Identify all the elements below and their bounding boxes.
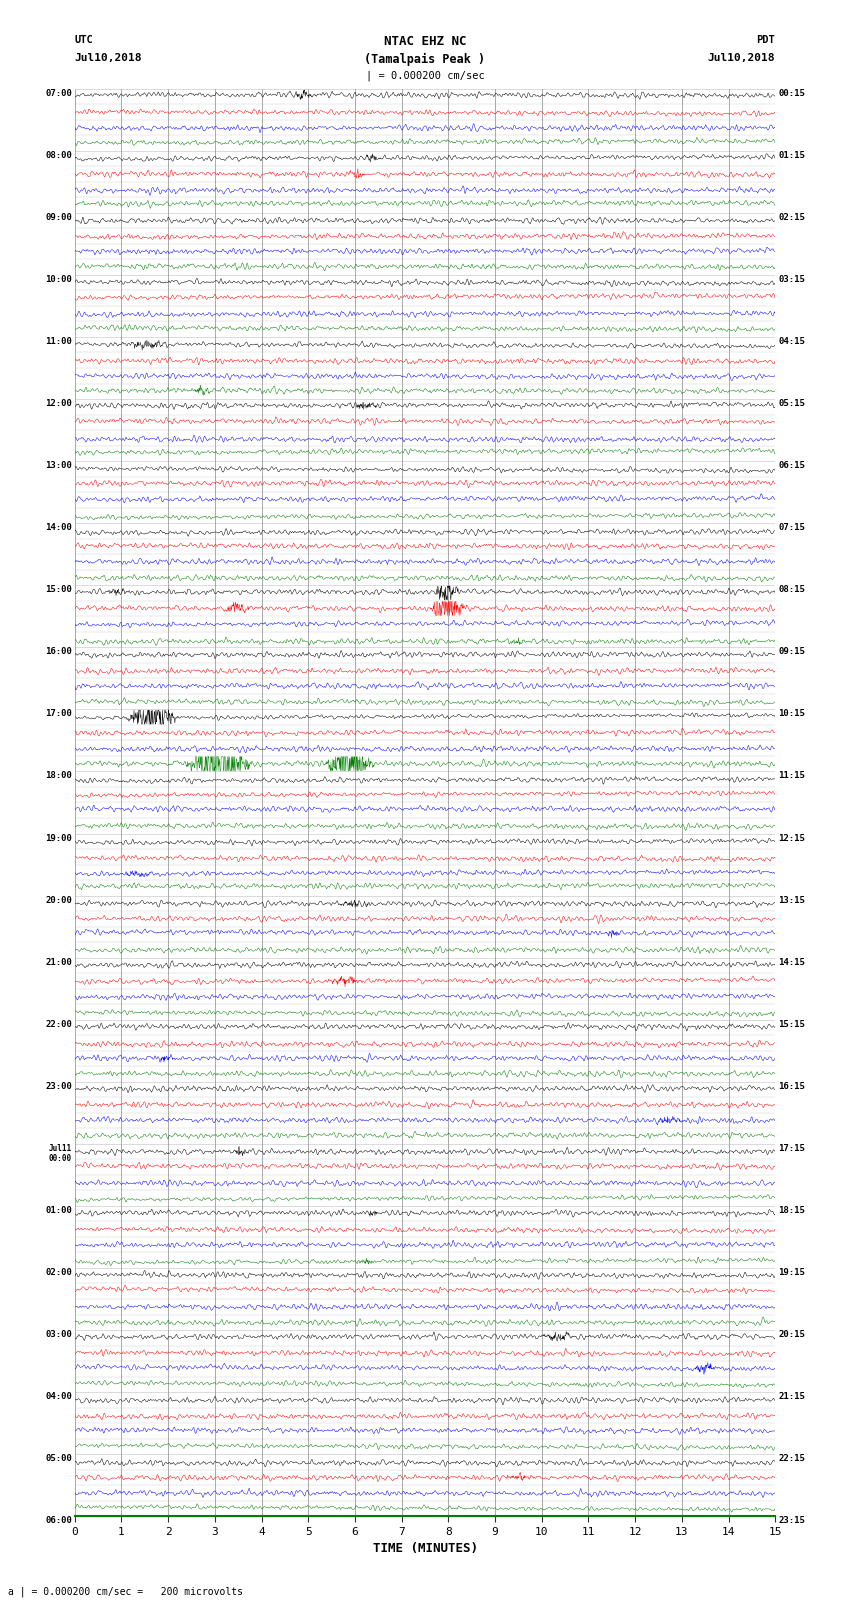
Text: 03:00: 03:00: [45, 1331, 72, 1339]
Text: 06:15: 06:15: [778, 461, 805, 469]
Text: NTAC EHZ NC: NTAC EHZ NC: [383, 35, 467, 48]
Text: Jul10,2018: Jul10,2018: [708, 53, 775, 63]
Text: 05:15: 05:15: [778, 398, 805, 408]
X-axis label: TIME (MINUTES): TIME (MINUTES): [372, 1542, 478, 1555]
Text: 22:15: 22:15: [778, 1455, 805, 1463]
Text: 18:00: 18:00: [45, 771, 72, 781]
Text: 22:00: 22:00: [45, 1019, 72, 1029]
Text: 19:15: 19:15: [778, 1268, 805, 1277]
Text: 15:15: 15:15: [778, 1019, 805, 1029]
Text: 15:00: 15:00: [45, 586, 72, 594]
Text: 17:00: 17:00: [45, 710, 72, 718]
Text: 05:00: 05:00: [45, 1455, 72, 1463]
Text: 10:15: 10:15: [778, 710, 805, 718]
Text: 08:00: 08:00: [45, 150, 72, 160]
Text: 23:00: 23:00: [45, 1082, 72, 1090]
Text: 04:00: 04:00: [45, 1392, 72, 1402]
Text: 16:00: 16:00: [45, 647, 72, 656]
Text: 19:00: 19:00: [45, 834, 72, 842]
Text: 08:15: 08:15: [778, 586, 805, 594]
Text: PDT: PDT: [756, 35, 775, 45]
Text: UTC: UTC: [75, 35, 94, 45]
Text: 10:00: 10:00: [45, 274, 72, 284]
Text: 20:15: 20:15: [778, 1331, 805, 1339]
Text: | = 0.000200 cm/sec: | = 0.000200 cm/sec: [366, 71, 484, 82]
Text: 00:15: 00:15: [778, 89, 805, 98]
Text: 11:00: 11:00: [45, 337, 72, 345]
Text: Jul10,2018: Jul10,2018: [75, 53, 142, 63]
Text: 12:00: 12:00: [45, 398, 72, 408]
Text: 07:00: 07:00: [45, 89, 72, 98]
Text: 23:15: 23:15: [778, 1516, 805, 1526]
Text: 02:15: 02:15: [778, 213, 805, 223]
Text: 09:00: 09:00: [45, 213, 72, 223]
Text: 02:00: 02:00: [45, 1268, 72, 1277]
Text: 01:15: 01:15: [778, 150, 805, 160]
Text: 14:15: 14:15: [778, 958, 805, 966]
Text: 11:15: 11:15: [778, 771, 805, 781]
Text: 06:00: 06:00: [45, 1516, 72, 1526]
Text: 16:15: 16:15: [778, 1082, 805, 1090]
Text: 18:15: 18:15: [778, 1207, 805, 1215]
Text: 13:15: 13:15: [778, 895, 805, 905]
Text: 04:15: 04:15: [778, 337, 805, 345]
Text: 21:00: 21:00: [45, 958, 72, 966]
Text: 21:15: 21:15: [778, 1392, 805, 1402]
Text: 12:15: 12:15: [778, 834, 805, 842]
Text: 14:00: 14:00: [45, 523, 72, 532]
Text: 20:00: 20:00: [45, 895, 72, 905]
Text: Jul11
00:00: Jul11 00:00: [48, 1144, 72, 1163]
Text: 03:15: 03:15: [778, 274, 805, 284]
Text: a | = 0.000200 cm/sec =   200 microvolts: a | = 0.000200 cm/sec = 200 microvolts: [8, 1586, 243, 1597]
Text: 13:00: 13:00: [45, 461, 72, 469]
Text: (Tamalpais Peak ): (Tamalpais Peak ): [365, 53, 485, 66]
Text: 07:15: 07:15: [778, 523, 805, 532]
Text: 09:15: 09:15: [778, 647, 805, 656]
Text: 17:15: 17:15: [778, 1144, 805, 1153]
Text: 01:00: 01:00: [45, 1207, 72, 1215]
